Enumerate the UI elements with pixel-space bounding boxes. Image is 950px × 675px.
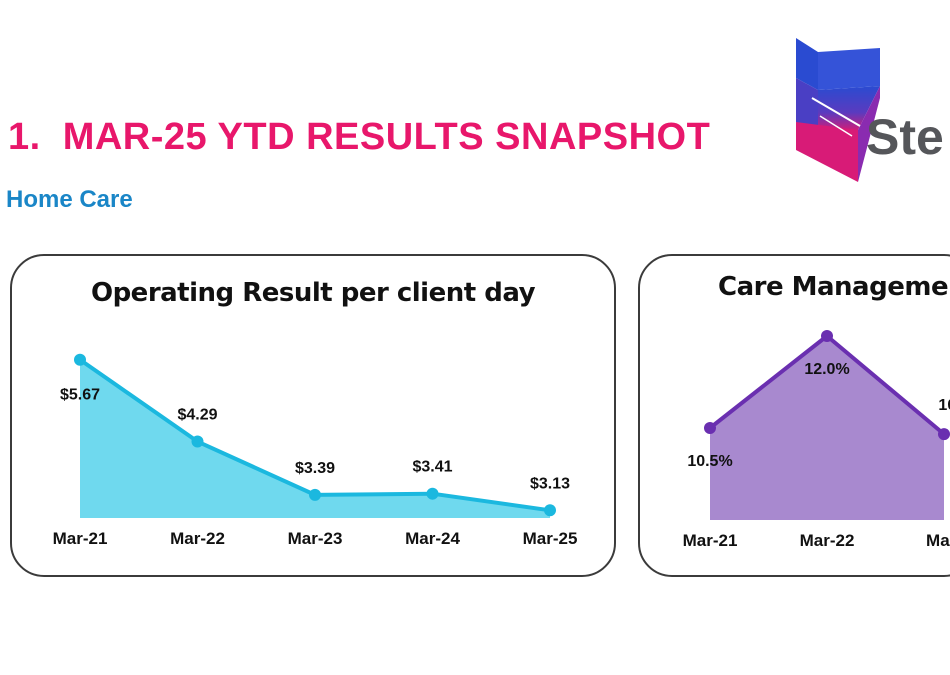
x-tick-label: Mar-24 — [405, 529, 460, 548]
data-label: $3.39 — [295, 460, 335, 477]
page-title-text: MAR-25 YTD RESULTS SNAPSHOT — [62, 116, 711, 158]
data-label: $3.41 — [412, 459, 452, 476]
logo-wordmark: Ste — [866, 109, 944, 165]
care-management-card: Care Management 10.5%Mar-2112.0%Mar-2210… — [638, 254, 950, 577]
data-point — [821, 330, 833, 342]
data-label: $5.67 — [60, 387, 100, 404]
x-tick-label: Mar-25 — [523, 529, 578, 548]
data-point — [938, 428, 950, 441]
x-tick-label: Mar-21 — [683, 531, 738, 550]
x-tick-label: Mar-22 — [170, 529, 225, 548]
data-label: $4.29 — [177, 407, 217, 424]
data-label: $3.13 — [530, 475, 570, 492]
operating-result-card: Operating Result per client day $5.67 Mar… — [10, 254, 616, 577]
data-point — [426, 487, 439, 500]
company-logo — [796, 38, 880, 182]
data-point — [309, 488, 321, 501]
section-subtitle: Home Care — [6, 186, 133, 213]
series-area — [80, 359, 550, 518]
care-management-chart: 10.5% Mar-21 12.0% Mar-22 10.4 Mar- — [683, 330, 950, 550]
section-number: 1. — [8, 116, 41, 158]
x-tick-label: Mar-23 — [288, 529, 343, 548]
operating-result-chart: $5.67 Mar-21 $4.29 Mar-22 $3.39 Mar-23 $3.41 Ma… — [53, 353, 578, 548]
data-point — [704, 422, 716, 434]
page-title: 1. MAR-25 YTD RESULTS SNAPSHOT — [8, 116, 710, 159]
chart-title: Care Management — [718, 272, 950, 302]
data-label: 10.5% — [687, 453, 732, 470]
data-label: 12.0% — [804, 361, 849, 378]
data-point — [544, 504, 556, 517]
data-label: 10.4 — [938, 397, 950, 414]
x-tick-label: Mar- — [926, 531, 950, 550]
data-point — [74, 353, 86, 366]
data-point — [191, 435, 204, 448]
x-tick-label: Mar-21 — [53, 529, 108, 548]
x-tick-label: Mar-22 — [800, 531, 855, 550]
chart-title: Operating Result per client day — [90, 278, 536, 308]
